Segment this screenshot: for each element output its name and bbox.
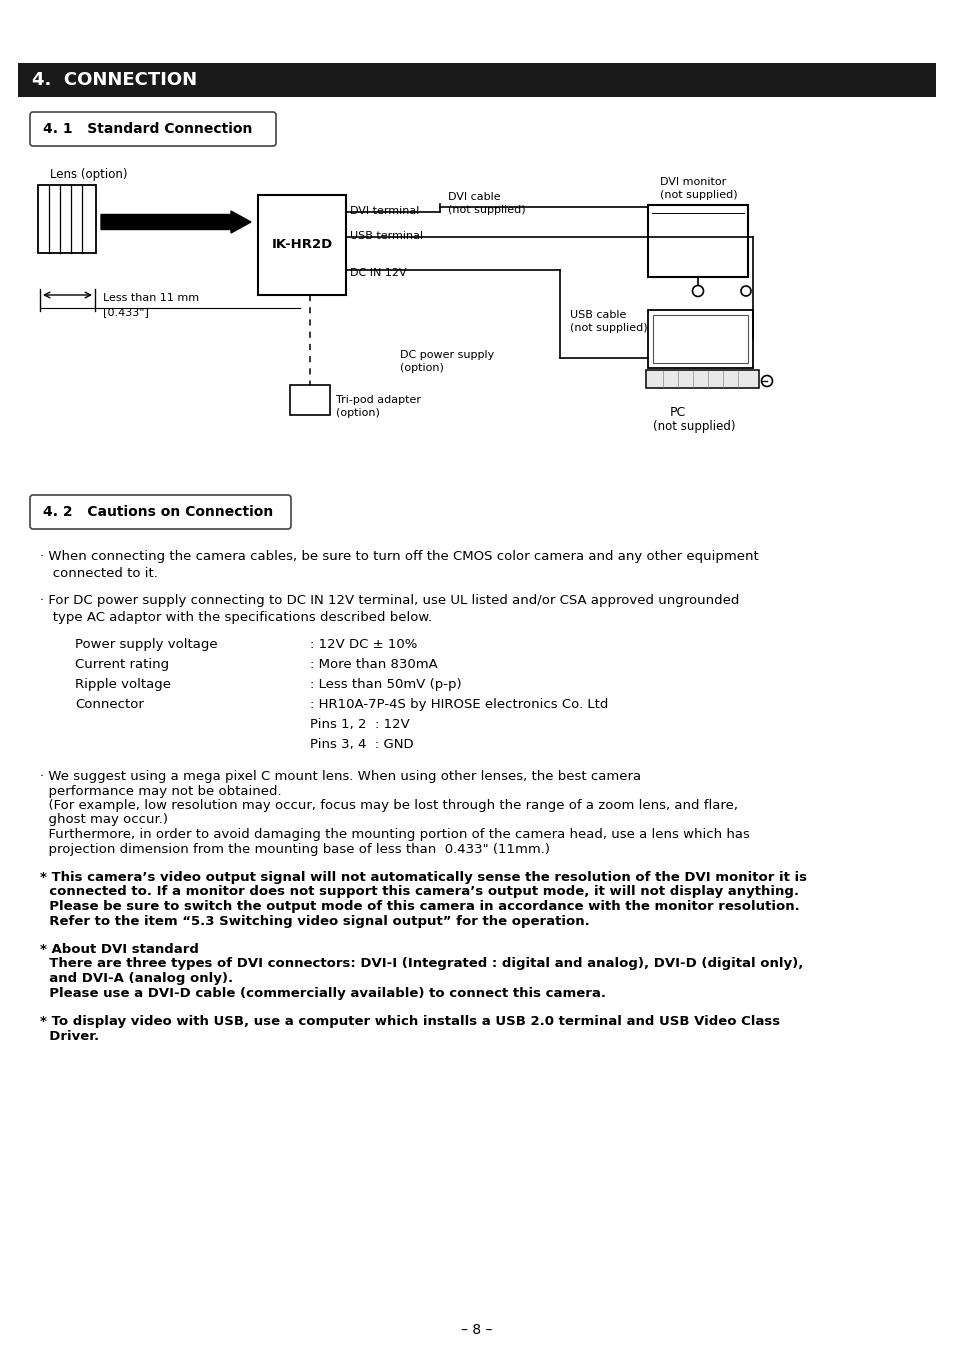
Text: Please use a DVI-D cable (commercially available) to connect this camera.: Please use a DVI-D cable (commercially a… [40, 987, 605, 999]
Text: Please be sure to switch the output mode of this camera in accordance with the m: Please be sure to switch the output mode… [40, 900, 799, 913]
Text: · We suggest using a mega pixel C mount lens. When using other lenses, the best : · We suggest using a mega pixel C mount … [40, 770, 640, 783]
Text: IK-HR2D: IK-HR2D [271, 238, 333, 252]
Text: USB cable: USB cable [569, 310, 626, 320]
Text: (not supplied): (not supplied) [652, 420, 735, 433]
Text: * This camera’s video output signal will not automatically sense the resolution : * This camera’s video output signal will… [40, 871, 806, 884]
FancyBboxPatch shape [30, 496, 291, 529]
Text: ghost may occur.): ghost may occur.) [40, 814, 168, 826]
Text: Ripple voltage: Ripple voltage [75, 678, 171, 691]
Text: Current rating: Current rating [75, 658, 169, 672]
Text: DVI terminal: DVI terminal [350, 206, 419, 217]
Text: DVI monitor: DVI monitor [659, 177, 725, 187]
Text: (option): (option) [399, 363, 443, 372]
Text: : HR10A-7P-4S by HIROSE electronics Co. Ltd: : HR10A-7P-4S by HIROSE electronics Co. … [310, 699, 608, 711]
Text: * About DVI standard: * About DVI standard [40, 942, 198, 956]
Text: Pins 3, 4  : GND: Pins 3, 4 : GND [310, 738, 414, 751]
Text: 4. 2   Cautions on Connection: 4. 2 Cautions on Connection [43, 505, 273, 519]
Text: : Less than 50mV (p-p): : Less than 50mV (p-p) [310, 678, 461, 691]
Text: Tri-pod adapter: Tri-pod adapter [335, 395, 420, 405]
Text: Pins 1, 2  : 12V: Pins 1, 2 : 12V [310, 718, 410, 731]
Text: (not supplied): (not supplied) [659, 190, 737, 200]
Text: PC: PC [669, 406, 685, 418]
Text: : More than 830mA: : More than 830mA [310, 658, 437, 672]
Text: DC IN 12V: DC IN 12V [350, 268, 406, 278]
Text: Connector: Connector [75, 699, 144, 711]
Text: USB terminal: USB terminal [350, 232, 423, 241]
Bar [257, 195, 346, 295]
Text: (option): (option) [335, 408, 379, 418]
Text: (For example, low resolution may occur, focus may be lost through the range of a: (For example, low resolution may occur, … [40, 799, 738, 812]
Bar [647, 310, 752, 368]
Text: DC power supply: DC power supply [399, 349, 494, 360]
Text: and DVI-A (analog only).: and DVI-A (analog only). [40, 972, 233, 984]
Text: : 12V DC ± 10%: : 12V DC ± 10% [310, 638, 416, 651]
Text: performance may not be obtained.: performance may not be obtained. [40, 784, 281, 798]
Text: Less than 11 mm: Less than 11 mm [103, 292, 199, 303]
Text: (not supplied): (not supplied) [569, 324, 647, 333]
Text: DVI cable: DVI cable [448, 192, 500, 202]
Text: (not supplied): (not supplied) [448, 204, 525, 215]
Text: connected to. If a monitor does not support this camera’s output mode, it will n: connected to. If a monitor does not supp… [40, 886, 799, 899]
Text: projection dimension from the mounting base of less than  0.433" (11mm.): projection dimension from the mounting b… [40, 842, 550, 856]
Text: Furthermore, in order to avoid damaging the mounting portion of the camera head,: Furthermore, in order to avoid damaging … [40, 829, 749, 841]
Text: There are three types of DVI connectors: DVI-I (Integrated : digital and analog): There are three types of DVI connectors:… [40, 957, 802, 971]
Text: Lens (option): Lens (option) [50, 168, 128, 181]
Bar [645, 370, 759, 389]
Text: Driver.: Driver. [40, 1029, 99, 1043]
Text: 4. 1   Standard Connection: 4. 1 Standard Connection [43, 122, 253, 135]
Bar [38, 185, 96, 253]
Text: * To display video with USB, use a computer which installs a USB 2.0 terminal an: * To display video with USB, use a compu… [40, 1016, 780, 1028]
Text: [0.433"]: [0.433"] [103, 307, 149, 317]
Text: Refer to the item “5.3 Switching video signal output” for the operation.: Refer to the item “5.3 Switching video s… [40, 914, 589, 927]
FancyBboxPatch shape [30, 112, 275, 146]
Bar [647, 204, 747, 278]
FancyArrow shape [101, 211, 251, 233]
Text: · For DC power supply connecting to DC IN 12V terminal, use UL listed and/or CSA: · For DC power supply connecting to DC I… [40, 594, 739, 624]
Bar [18, 64, 935, 97]
Text: Power supply voltage: Power supply voltage [75, 638, 217, 651]
Text: 4.  CONNECTION: 4. CONNECTION [32, 70, 197, 89]
Bar [290, 385, 330, 414]
Text: – 8 –: – 8 – [461, 1323, 492, 1336]
Text: · When connecting the camera cables, be sure to turn off the CMOS color camera a: · When connecting the camera cables, be … [40, 550, 758, 580]
Bar [652, 315, 747, 363]
